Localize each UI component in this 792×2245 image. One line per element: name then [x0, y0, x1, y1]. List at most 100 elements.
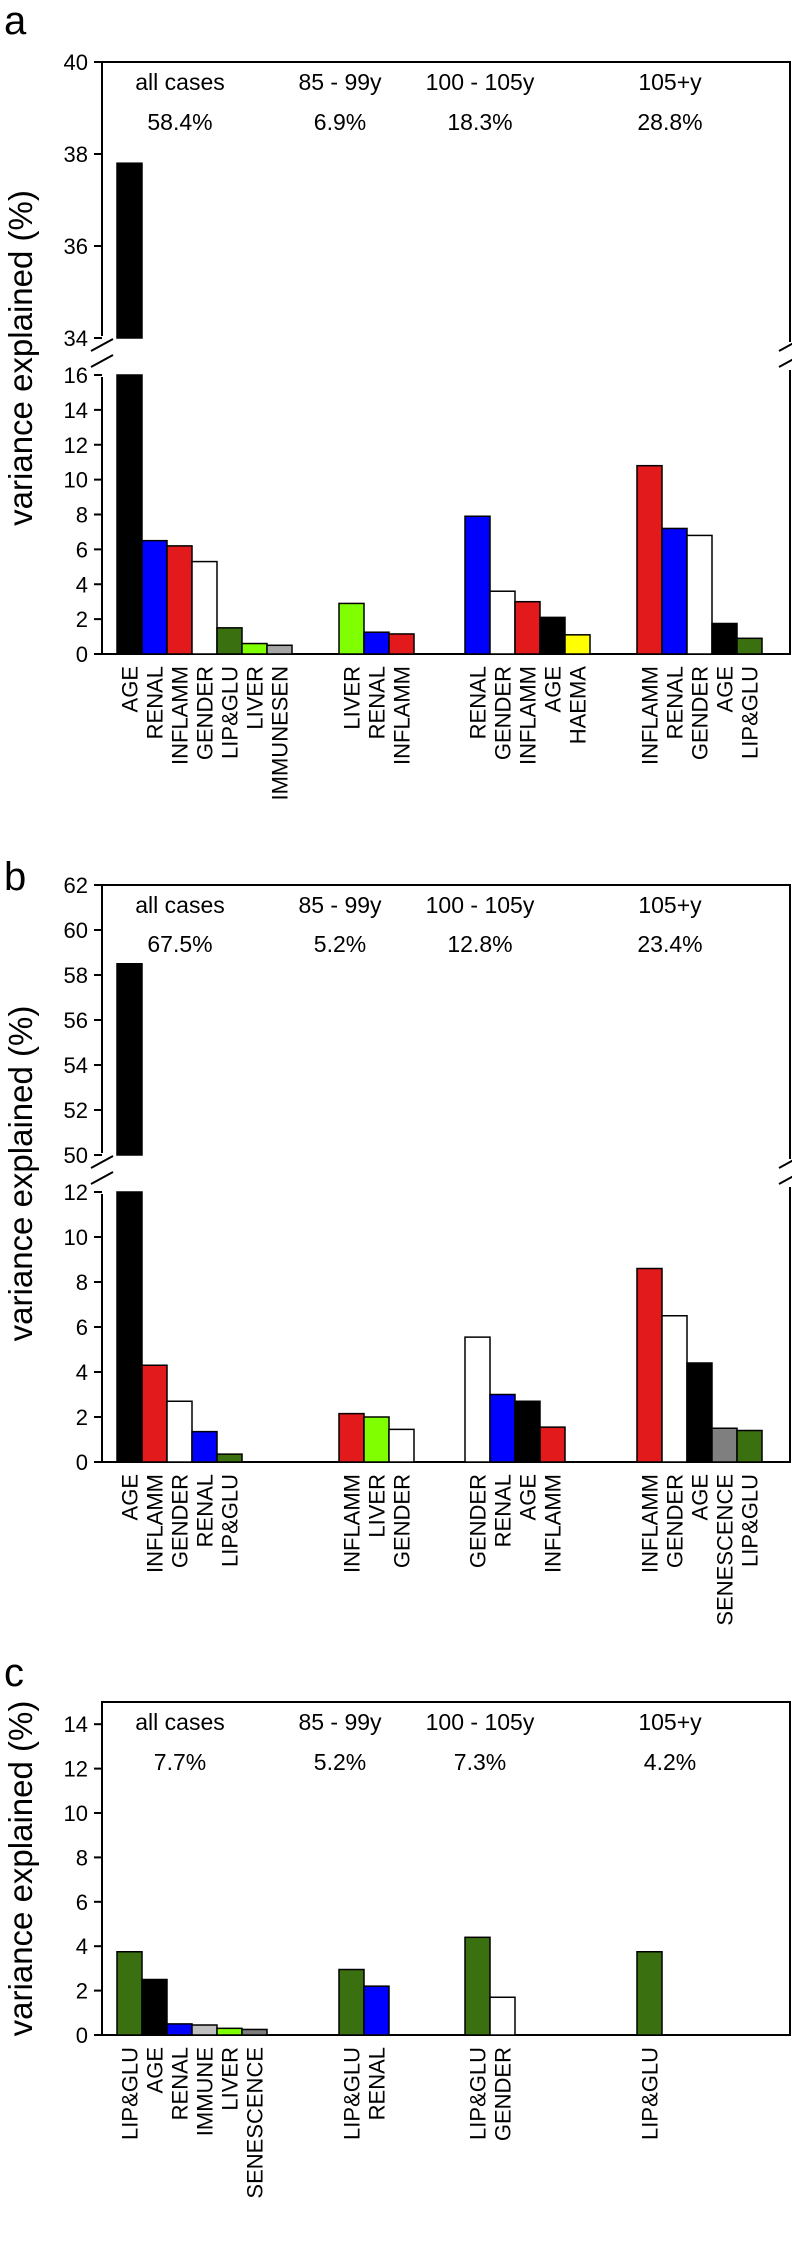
bar-renal [141, 539, 168, 655]
category-label: GENDER [193, 666, 218, 760]
bar-gender [489, 1996, 516, 2036]
category-label: HAEMA [566, 666, 591, 745]
axis-break-mark [90, 1155, 114, 1169]
category-label: LIP&GLU [638, 2047, 663, 2140]
bar-age [141, 1978, 168, 2036]
bar-gender [191, 560, 218, 655]
category-label: RENAL [365, 666, 390, 739]
bar-lip-glu [464, 1936, 491, 2036]
bar-lip-glu [216, 1453, 243, 1463]
axis-break-mark [778, 358, 792, 368]
bar-inflamm [636, 1267, 663, 1463]
category-label: INFLAMM [143, 1474, 168, 1573]
bar-gender [661, 1315, 688, 1463]
bar-liver [363, 1416, 390, 1463]
y-tick-label: 10 [64, 1801, 88, 1826]
group-header: 105+y [638, 69, 702, 95]
panel-a: a variance explained (%) 0 2 4 6 8 10 12 14 16 34 36… [2, 0, 792, 800]
axis-break-mark [90, 338, 114, 352]
bar-renal [166, 2023, 193, 2036]
panel-label: c [4, 1651, 24, 1695]
y-tick-label: 14 [64, 398, 88, 423]
y-tick-label: 8 [76, 503, 88, 528]
axis-break-mark [778, 1175, 792, 1185]
category-label: GENDER [491, 666, 516, 760]
category-label: INFLAMM [541, 1474, 566, 1573]
category-label: GENDER [688, 666, 713, 760]
bar-liver [241, 642, 268, 655]
category-label: LIVER [340, 666, 365, 730]
y-tick-label: 12 [64, 1180, 88, 1205]
y-tick-label: 0 [76, 2023, 88, 2048]
group-total: 6.9% [314, 109, 366, 135]
category-label: GENDER [390, 1474, 415, 1568]
category-label: AGE [713, 666, 738, 712]
bar-inflamm [338, 1412, 365, 1463]
bar-haema [564, 634, 591, 655]
group-header: 105+y [638, 892, 702, 918]
category-label: LIVER [218, 2047, 243, 2111]
bar-inflamm [388, 633, 415, 655]
group-total: 4.2% [644, 1749, 696, 1775]
category-label: SENESCENCE [713, 1474, 738, 1626]
group-total: 5.2% [314, 1749, 366, 1775]
y-tick-label: 10 [64, 1225, 88, 1250]
category-label: RENAL [143, 666, 168, 739]
y-tick-label: 2 [76, 607, 88, 632]
group-total: 5.2% [314, 931, 366, 957]
bar-inflamm [539, 1426, 566, 1463]
category-label: AGE [118, 666, 143, 712]
category-label: INFLAMM [516, 666, 541, 765]
y-tick-label: 16 [64, 363, 88, 388]
y-tick-label: 0 [76, 642, 88, 667]
bar-liver [338, 602, 365, 655]
y-tick-label: 52 [64, 1098, 88, 1123]
y-tick-label: 8 [76, 1270, 88, 1295]
y-tick-label: 0 [76, 1450, 88, 1475]
y-tick-label: 38 [64, 142, 88, 167]
group-header: 100 - 105y [426, 1709, 535, 1735]
bar-lip-glu [636, 1951, 663, 2036]
category-label: LIP&GLU [466, 2047, 491, 2140]
plot-frame-upper [101, 884, 791, 1159]
panel-label: a [4, 0, 27, 43]
y-tick-label: 60 [64, 918, 88, 943]
y-axis-title: variance explained (%) [2, 1006, 39, 1342]
group-total: 67.5% [147, 931, 212, 957]
bar-renal [489, 1393, 516, 1463]
category-label: GENDER [168, 1474, 193, 1568]
y-tick-label: 58 [64, 963, 88, 988]
bar-renal [661, 527, 688, 655]
y-tick-label: 34 [64, 326, 88, 351]
category-label: LIP&GLU [218, 666, 243, 759]
group-header: 85 - 99y [298, 69, 382, 95]
category-label: GENDER [491, 2047, 516, 2141]
y-tick-label: 4 [76, 572, 88, 597]
category-label: LIVER [365, 1474, 390, 1538]
y-tick-label: 6 [76, 1315, 88, 1340]
bar-inflamm [514, 600, 541, 655]
y-tick-label: 56 [64, 1008, 88, 1033]
bar-gender [489, 590, 516, 655]
group-header: all cases [135, 892, 224, 918]
y-tick-label: 40 [64, 50, 88, 75]
group-total: 12.8% [447, 931, 512, 957]
panel-b: b variance explained (%) 0 2 4 6 8 10 12 50 52 54 56… [2, 855, 792, 1626]
bar-gender [166, 1400, 193, 1463]
bar-age [539, 616, 566, 655]
category-label: RENAL [466, 666, 491, 739]
y-tick-label: 4 [76, 1360, 88, 1385]
y-tick-label: 62 [64, 873, 88, 898]
category-label: LIP&GLU [738, 1474, 763, 1567]
bar-renal [464, 515, 491, 655]
y-tick-label: 50 [64, 1143, 88, 1168]
category-label: LIVER [243, 666, 268, 730]
category-label: LIP&GLU [118, 2047, 143, 2140]
group-header: all cases [135, 69, 224, 95]
group-header: 85 - 99y [298, 1709, 382, 1735]
group-header: 100 - 105y [426, 69, 535, 95]
y-tick-label: 2 [76, 1405, 88, 1430]
y-axis-title: variance explained (%) [2, 1701, 39, 2037]
bar-lip-glu [736, 1429, 763, 1463]
group-header: all cases [135, 1709, 224, 1735]
